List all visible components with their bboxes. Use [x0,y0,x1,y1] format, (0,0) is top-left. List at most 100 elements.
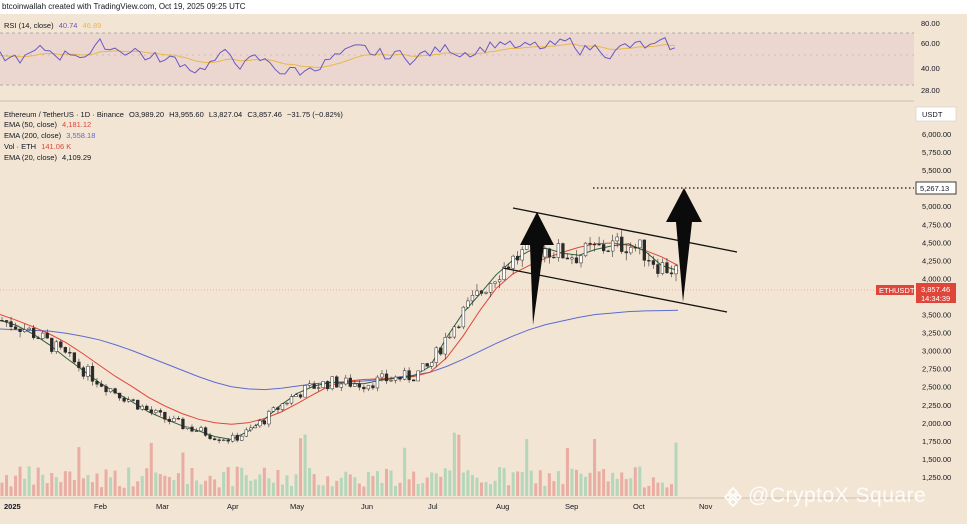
annotations [502,187,914,325]
candle-body [497,279,502,283]
candle [136,399,140,410]
volume-bar [574,469,578,496]
price-tick-label: 5,500.00 [922,166,951,175]
candle-body [597,243,601,246]
candle [262,420,267,426]
candle-body [466,300,470,308]
volume-bar [597,471,601,496]
candle-body [104,386,108,393]
candle [402,367,407,381]
candle-body [312,383,316,389]
month-label: May [290,502,304,511]
candle [439,347,443,356]
currency-box[interactable] [915,106,957,122]
volume-bar [149,442,153,496]
volume-bar [14,475,18,496]
candle [642,239,646,267]
candle-body [488,283,493,293]
rsi-value: 40.74 [58,21,78,30]
volume-bar [525,438,529,496]
candle [172,415,176,422]
candle [335,375,339,388]
volume-bar [538,470,542,496]
candle-body [158,410,162,413]
candle [620,230,624,254]
candle-body [629,247,633,254]
ema200-label: EMA (200, close) [4,131,62,140]
vol-label: Vol · ETH [4,142,37,151]
candles [0,230,678,445]
month-label: Apr [227,502,239,511]
last-price-box [916,283,956,303]
volume-bar [262,467,266,496]
ema50-label: EMA (50, close) [4,120,57,129]
volume-bar [163,475,167,496]
volume-bar [389,470,393,496]
candle [127,396,131,403]
candle [59,339,63,350]
candle-body [642,239,646,261]
volume-bar [54,477,58,496]
volume-bar [172,479,176,496]
volume-bar [271,482,275,496]
candle [231,432,235,443]
candle [321,381,325,389]
candle [353,379,357,387]
candle [579,254,583,268]
candle-body [344,377,348,385]
candle [669,265,674,278]
candle [212,437,217,441]
candle [27,326,31,331]
candle-body [285,402,289,405]
candle-body [624,251,628,254]
volume-bar [362,486,366,496]
candle [330,376,334,391]
candle [289,393,294,406]
candle [280,403,285,412]
candle-body [36,337,40,339]
candle-body [77,361,81,368]
candle-body [262,420,267,425]
candle-body [574,257,579,264]
volume-bar [50,473,54,496]
candle [298,393,303,400]
ema50-line [0,242,679,425]
volume-bars [0,432,678,496]
volume-bar [502,467,506,496]
volume-bar [41,474,45,496]
candle-body [298,394,303,398]
candle [380,370,384,382]
volume-bar [167,476,171,496]
rsi-ma-value: 46.89 [82,21,102,30]
candle-body [615,236,619,242]
volume-bar [63,471,67,496]
candle [384,369,389,385]
candle-body [565,257,570,260]
channel-upper-line [512,207,738,253]
ema20-value: 4,109.29 [62,153,92,162]
rsi-band [0,33,914,85]
candle [357,380,362,391]
time-axis: 2025 Feb Mar Apr May Jun Jul Aug Sep Oct Nov [4,502,713,511]
candle-body [172,418,176,422]
candle [398,376,402,382]
candle [253,423,257,429]
volume-bar [466,470,470,496]
candle-body [122,397,126,402]
candle [217,437,221,444]
volume-bar [529,470,533,496]
candle-body [502,266,506,280]
candle [651,255,656,269]
month-label: Sep [565,502,578,511]
candle-body [335,376,339,388]
candle-body [294,394,298,397]
volume-bar [321,485,325,496]
candle-body [4,320,9,322]
binance-logo-icon [723,486,743,508]
price-tick-label: 1,250.00 [922,473,951,482]
candle-body [41,332,45,339]
volume-bar [267,478,271,496]
candle [443,332,447,360]
candle-body [638,239,642,249]
